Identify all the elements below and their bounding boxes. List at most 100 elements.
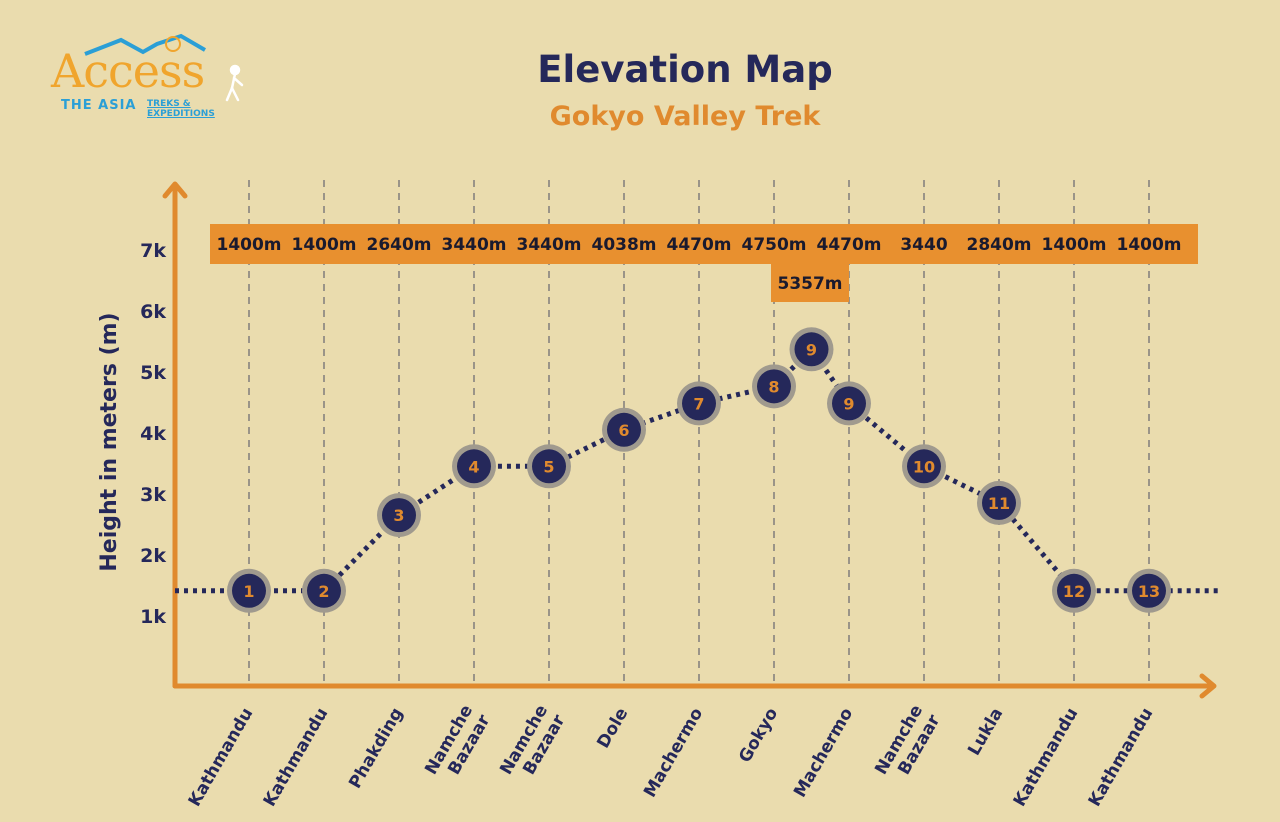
x-category-label: Lukla (964, 705, 1007, 760)
x-category-label: NamcheBazaar (496, 701, 570, 788)
x-axis-arrow-icon (1199, 673, 1217, 699)
stop-marker: 6 (602, 407, 646, 452)
summit-banner (771, 262, 849, 302)
y-tick-label: 1k (140, 606, 166, 628)
page-subtitle: Gokyo Valley Trek (549, 101, 821, 132)
stop-number: 3 (393, 506, 404, 525)
stop-marker: 12 (1052, 568, 1096, 613)
y-tick-label: 4k (140, 423, 166, 445)
page-title: Elevation Map (537, 48, 833, 91)
stop-marker-dot (982, 485, 1016, 520)
elevation-label: 4470m (816, 235, 881, 255)
x-category-line: Lukla (964, 705, 1007, 760)
stop-number: 2 (318, 582, 329, 601)
stop-marker-dot (532, 449, 566, 484)
elevation-label: 2640m (366, 235, 431, 255)
stop-marker: 5 (527, 444, 571, 489)
x-category-label: Dole (593, 705, 632, 752)
x-category-label: Phakding (345, 705, 407, 793)
elevation-label: 3440m (516, 235, 581, 255)
stop-number: 5 (543, 457, 554, 476)
x-category-label: NamcheBazaar (871, 701, 945, 788)
y-tick-label: 5k (140, 362, 166, 384)
stop-marker: 2 (302, 568, 346, 613)
stop-number: 1 (243, 582, 254, 601)
x-category-label: Kathmandu (260, 705, 333, 811)
x-category-line: Dole (593, 705, 632, 752)
stop-number: 4 (468, 457, 479, 476)
x-category-line: Machermo (640, 705, 707, 801)
stop-marker-dot (682, 386, 716, 421)
elevation-label: 1400m (1116, 235, 1181, 255)
stop-marker: 1 (227, 568, 271, 613)
stop-marker-dot (382, 498, 416, 533)
stop-marker-dot (607, 412, 641, 447)
summit-elevation-label: 5357m (777, 274, 842, 294)
stop-marker: 9 (827, 381, 871, 426)
stop-marker-dot (794, 332, 829, 367)
x-category-line: Machermo (790, 705, 857, 801)
elevation-label: 4038m (591, 235, 656, 255)
x-category-line: Kathmandu (185, 705, 258, 811)
company-logo: Access THE ASIA TREKS & EXPEDITIONS (45, 30, 255, 120)
stop-marker-dot (457, 449, 491, 484)
logo-tagline-1: THE ASIA (61, 98, 137, 113)
stop-marker-dot (757, 369, 791, 404)
elevation-label: 3440m (441, 235, 506, 255)
stop-marker: 9 (789, 327, 834, 372)
elevation-label: 1400m (216, 235, 281, 255)
x-category-line: Kathmandu (1085, 705, 1158, 811)
x-category-line: Kathmandu (260, 705, 333, 811)
stop-number: 6 (618, 421, 629, 440)
stop-marker: 4 (452, 444, 496, 489)
y-axis-label: Height in meters (m) (97, 312, 122, 571)
logo-tagline-2: TREKS & EXPEDITIONS (147, 99, 215, 119)
mountain-logo-icon (84, 33, 244, 102)
elevation-label: 4750m (741, 235, 806, 255)
x-category-label: Gokyo (735, 705, 782, 767)
y-tick-label: 2k (140, 545, 166, 567)
elevation-label: 1400m (1041, 235, 1106, 255)
stop-marker: 10 (902, 444, 946, 489)
logo-wordmark: Access (51, 44, 205, 98)
stop-marker: 7 (677, 381, 721, 426)
x-category-label: Kathmandu (1010, 705, 1083, 811)
stop-number: 12 (1063, 582, 1085, 601)
stop-marker-dot (907, 449, 941, 484)
axes (162, 181, 1217, 699)
stop-number: 7 (693, 394, 704, 413)
y-axis-arrow-icon (162, 181, 188, 199)
stop-number: 11 (988, 494, 1010, 513)
stop-number: 9 (806, 340, 817, 359)
elevation-label: 4470m (666, 235, 731, 255)
stop-marker-dot (307, 573, 341, 608)
stop-marker-dot (1132, 573, 1166, 608)
x-category-label: Kathmandu (185, 705, 258, 811)
stop-marker-dot (232, 573, 266, 608)
x-category-label: Kathmandu (1085, 705, 1158, 811)
elevation-label: 3440 (900, 235, 947, 255)
elevation-label: 1400m (291, 235, 356, 255)
x-category-label: Machermo (790, 705, 857, 801)
elevation-label: 2840m (966, 235, 1031, 255)
elevation-banner (210, 224, 1198, 264)
stop-marker-dot (832, 386, 866, 421)
y-tick-label: 7k (140, 240, 166, 262)
stop-number: 13 (1138, 582, 1160, 601)
stop-marker-dot (1057, 573, 1091, 608)
x-category-line: Phakding (345, 705, 407, 793)
trek-path-line (175, 345, 1220, 594)
stop-number: 8 (768, 377, 779, 396)
stop-number: 10 (913, 457, 935, 476)
stop-marker: 11 (977, 480, 1021, 525)
y-tick-label: 6k (140, 301, 166, 323)
x-category-label: NamcheBazaar (421, 701, 495, 788)
stop-marker: 3 (377, 493, 421, 538)
stop-marker: 13 (1127, 568, 1171, 613)
x-category-label: Machermo (640, 705, 707, 801)
x-category-line: Kathmandu (1010, 705, 1083, 811)
stop-marker: 8 (752, 364, 796, 409)
y-tick-label: 3k (140, 484, 166, 506)
x-category-line: Gokyo (735, 705, 782, 767)
